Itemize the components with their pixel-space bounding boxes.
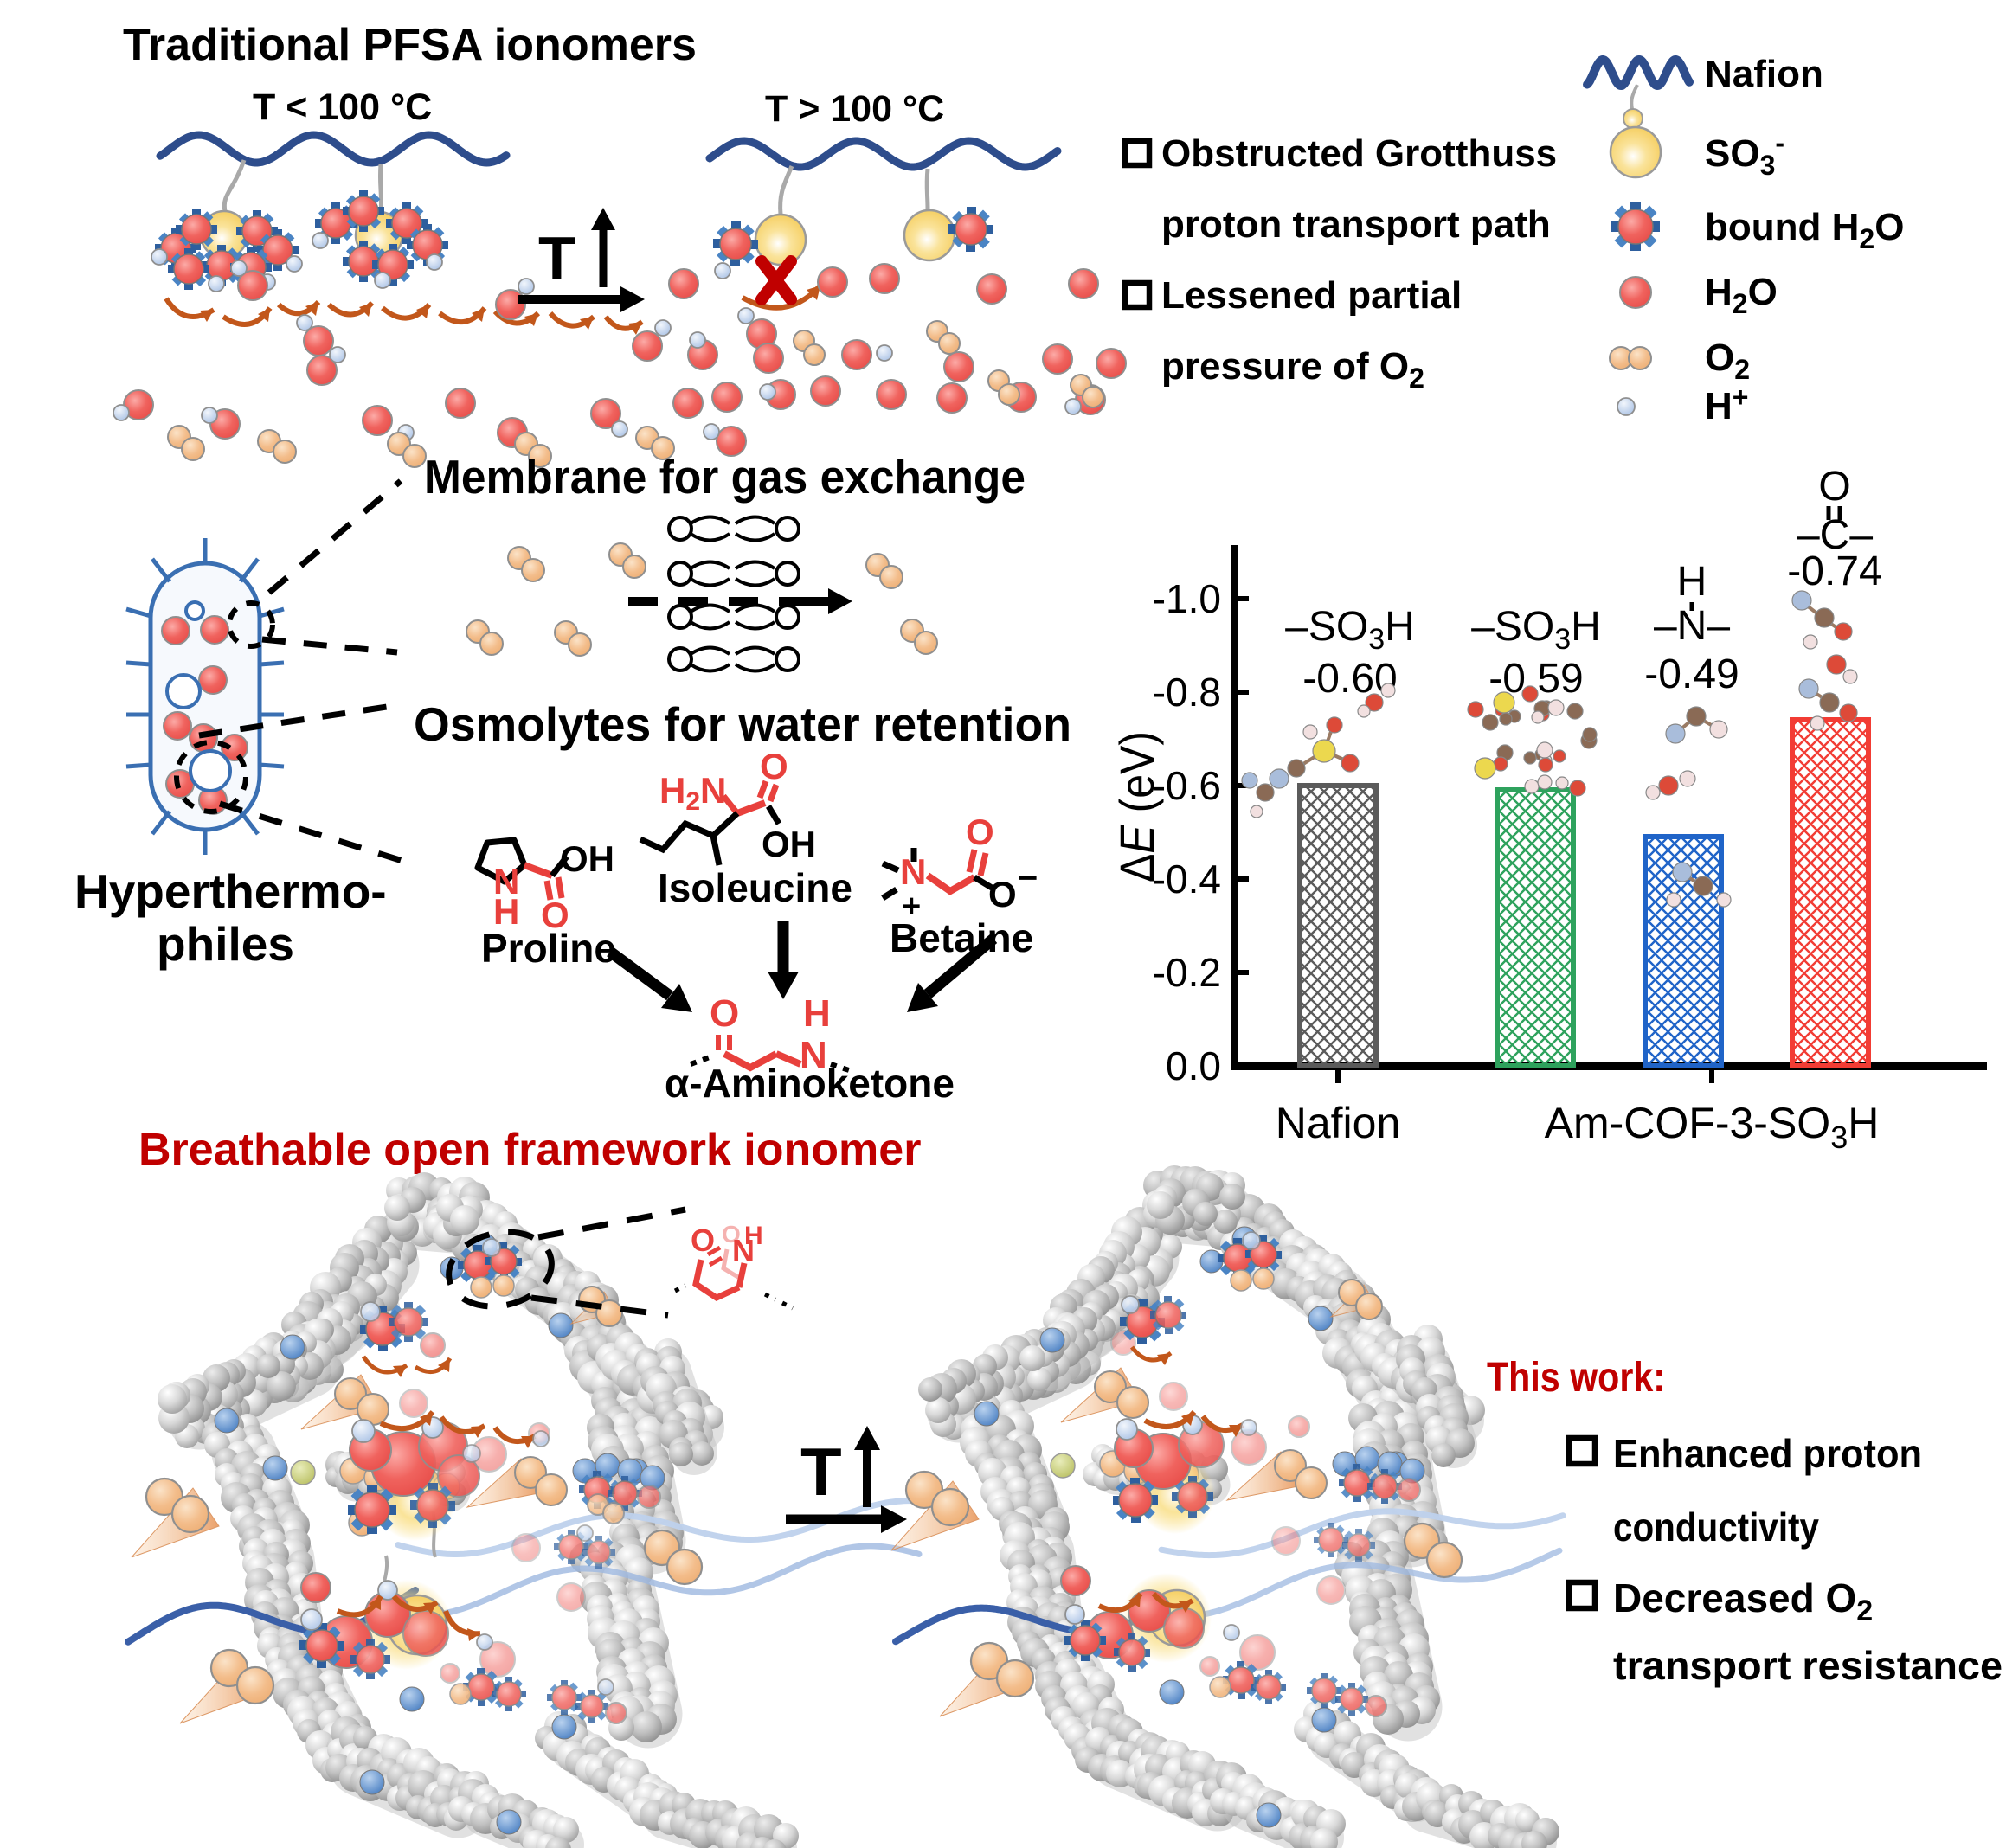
svg-text:pressure of O2: pressure of O2 <box>1161 345 1424 394</box>
svg-text:-0.4: -0.4 <box>1153 857 1221 902</box>
svg-text:Traditional PFSA ionomers: Traditional PFSA ionomers <box>123 20 697 70</box>
svg-text:proton transport path: proton transport path <box>1161 203 1551 246</box>
svg-text:OH: OH <box>560 838 614 879</box>
svg-text:-0.8: -0.8 <box>1153 670 1221 715</box>
svg-text:ΔE (eV): ΔE (eV) <box>1109 731 1164 882</box>
svg-text:Lessened partial: Lessened partial <box>1161 274 1462 317</box>
svg-text:H: H <box>744 1222 763 1250</box>
svg-text:Enhanced proton: Enhanced proton <box>1613 1431 1922 1476</box>
svg-text:This work:: This work: <box>1487 1355 1665 1401</box>
svg-text:Nafion: Nafion <box>1276 1099 1401 1147</box>
svg-text:T < 100 °C: T < 100 °C <box>253 87 432 128</box>
svg-text:0.0: 0.0 <box>1166 1043 1221 1088</box>
svg-text:Nafion: Nafion <box>1705 53 1823 95</box>
svg-text:–SO3H: –SO3H <box>1285 604 1415 656</box>
svg-text:N: N <box>493 861 519 902</box>
svg-text:Betaine: Betaine <box>890 915 1033 960</box>
svg-text:O: O <box>966 812 994 852</box>
svg-text:O: O <box>722 1221 741 1248</box>
svg-text:O: O <box>541 895 569 935</box>
svg-text:T: T <box>538 224 575 292</box>
svg-text:Osmolytes for water retention: Osmolytes for water retention <box>414 697 1071 751</box>
svg-text:-0.49: -0.49 <box>1644 651 1739 697</box>
svg-text:H: H <box>1677 559 1707 605</box>
svg-text:O: O <box>1818 464 1850 510</box>
svg-text:conductivity: conductivity <box>1613 1505 1819 1550</box>
svg-text:−: − <box>1018 859 1038 897</box>
svg-text:N: N <box>732 1233 755 1268</box>
svg-text:α-Aminoketone: α-Aminoketone <box>665 1061 955 1106</box>
svg-text:-1.0: -1.0 <box>1153 576 1221 621</box>
svg-text:Membrane for gas exchange: Membrane for gas exchange <box>424 450 1026 504</box>
svg-text:+: + <box>902 889 921 925</box>
svg-text:H: H <box>803 992 831 1035</box>
svg-text:–N–: –N– <box>1654 603 1730 649</box>
svg-text:Obstructed Grotthuss: Obstructed Grotthuss <box>1161 132 1557 175</box>
svg-text:T: T <box>800 1434 842 1510</box>
svg-text:Isoleucine: Isoleucine <box>658 865 852 910</box>
svg-text:O: O <box>988 874 1017 914</box>
svg-text:H2O: H2O <box>1705 271 1778 319</box>
svg-text:-0.2: -0.2 <box>1153 950 1221 995</box>
svg-text:-0.74: -0.74 <box>1787 549 1881 594</box>
svg-text:T > 100 °C: T > 100 °C <box>765 88 944 130</box>
svg-text:-0.6: -0.6 <box>1153 763 1221 808</box>
svg-text:–C–: –C– <box>1797 512 1873 558</box>
svg-text:Am-COF-3-SO3H: Am-COF-3-SO3H <box>1545 1099 1880 1155</box>
svg-text:bound H2O: bound H2O <box>1705 206 1904 254</box>
svg-text:Decreased O2: Decreased O2 <box>1613 1575 1873 1627</box>
svg-text:philes: philes <box>157 917 294 971</box>
svg-text:Proline: Proline <box>481 926 616 971</box>
svg-text:H: H <box>493 891 519 932</box>
svg-text:Breathable open framework iono: Breathable open framework ionomer <box>138 1125 921 1175</box>
svg-text:transport resistance: transport resistance <box>1613 1643 2003 1688</box>
svg-text:OH: OH <box>762 824 816 864</box>
svg-text:–SO3H: –SO3H <box>1471 604 1601 656</box>
svg-text:O: O <box>760 746 788 786</box>
svg-text:O: O <box>710 992 739 1035</box>
svg-text:-0.60: -0.60 <box>1302 656 1397 702</box>
svg-text:Hyperthermo-: Hyperthermo- <box>74 864 387 918</box>
svg-text:N: N <box>800 1034 827 1076</box>
